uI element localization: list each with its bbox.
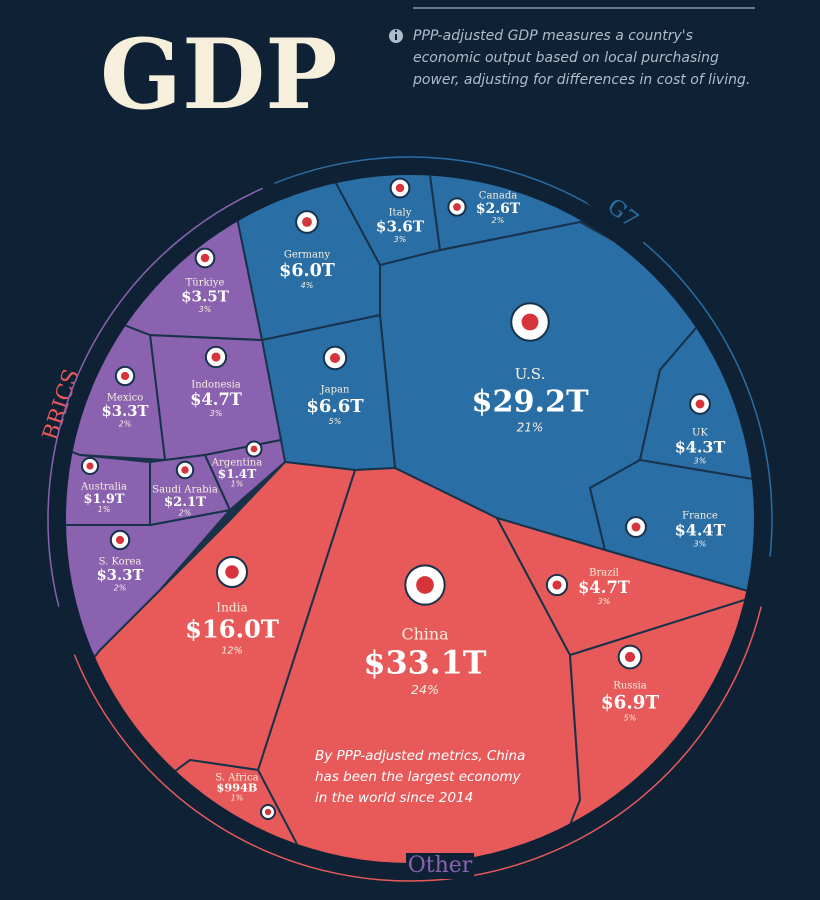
group-label-back (406, 853, 474, 879)
share-label: 3% (694, 456, 707, 465)
country-name: Indonesia (191, 380, 241, 391)
value-label: $3.6T (376, 217, 425, 235)
flag-emblem (521, 313, 539, 331)
value-label: $6.6T (306, 396, 364, 417)
labels: U.S.$29.2T21%Japan$6.6T5%Germany$6.0T4%U… (80, 177, 726, 820)
country-name: UK (692, 428, 708, 439)
value-label: $1.4T (218, 467, 256, 481)
cell (429, 175, 703, 252)
share-label: 4% (301, 281, 314, 290)
flag-emblem (453, 203, 461, 211)
country-name: Australia (80, 482, 127, 493)
flag-emblem (302, 217, 312, 227)
flag-emblem (181, 466, 189, 474)
share-label: 2% (492, 216, 505, 225)
share-label: 2% (179, 509, 192, 518)
value-label: $3.5T (181, 287, 230, 305)
country-name: France (682, 511, 718, 522)
cell (66, 175, 264, 342)
flag-emblem (250, 445, 258, 453)
country-name: Russia (613, 681, 646, 692)
cell (494, 516, 754, 657)
share-label: 3% (210, 409, 223, 418)
value-label: $29.2T (471, 385, 589, 420)
flag-emblem (264, 808, 272, 816)
country-name: Mexico (107, 393, 144, 404)
flag-emblem (395, 183, 405, 193)
annotation-line: By PPP-adjusted metrics, China (315, 748, 525, 764)
note-line: PPP-adjusted GDP measures a country's (413, 28, 693, 44)
share-label: 3% (598, 597, 611, 606)
cell (588, 458, 754, 608)
share-label: 1% (231, 793, 244, 802)
flag-emblem (200, 253, 210, 263)
value-label: $2.6T (476, 201, 521, 217)
chart-title: GDP (100, 18, 337, 131)
note-line: power, adjusting for differences in cost… (412, 72, 750, 88)
flag-emblem (86, 462, 94, 470)
country-name: Argentina (211, 458, 262, 469)
flag-emblem (329, 352, 341, 364)
annotation-line: has been the largest economy (315, 769, 522, 785)
flag-emblem (552, 580, 562, 590)
cell (235, 175, 381, 342)
note-line: economic output based on local purchasin… (413, 50, 719, 66)
share-label: 2% (119, 419, 132, 428)
share-label: 3% (199, 305, 212, 314)
country-name: Italy (389, 208, 412, 219)
value-label: $16.0T (185, 614, 279, 643)
flag-emblem (416, 576, 434, 594)
value-label: $4.7T (190, 390, 242, 409)
group-label-back (587, 182, 657, 246)
country-name: S. Korea (99, 557, 142, 568)
group-arc (47, 187, 264, 607)
share-label: 21% (517, 420, 544, 434)
share-label: 5% (329, 417, 342, 426)
value-label: $1.9T (83, 492, 124, 507)
value-label: $33.1T (364, 645, 487, 682)
country-name: U.S. (515, 365, 546, 383)
value-label: $4.4T (675, 521, 726, 540)
country-name: Saudi Arabia (152, 485, 218, 496)
share-label: 3% (394, 235, 407, 244)
value-label: $6.0T (279, 261, 335, 281)
info-icon (389, 29, 403, 43)
share-label: 1% (98, 505, 111, 514)
flag-emblem (211, 352, 221, 362)
country-name: S. Africa (215, 773, 258, 784)
value-label: $4.7T (578, 578, 630, 597)
country-name: China (401, 625, 448, 644)
value-label: $4.3T (675, 438, 726, 457)
value-label: $2.1T (164, 495, 206, 510)
value-label: $3.3T (101, 403, 148, 420)
country-name: India (216, 601, 247, 615)
share-label: 1% (231, 480, 244, 489)
value-label: $3.3T (96, 567, 143, 584)
country-name: Türkiye (186, 278, 225, 289)
share-label: 3% (694, 540, 707, 549)
share-label: 12% (221, 645, 243, 656)
group-arc (73, 606, 762, 882)
annotation-line: in the world since 2014 (315, 790, 473, 806)
group-label: Other (408, 853, 473, 878)
country-name: Brazil (589, 568, 619, 579)
country-name: Canada (479, 191, 517, 202)
share-label: 2% (114, 583, 127, 592)
flag-emblem (631, 522, 641, 532)
flag-emblem (624, 651, 636, 663)
share-label: 5% (624, 714, 637, 723)
value-label: $6.9T (601, 692, 660, 713)
value-label: $994B (217, 781, 258, 795)
flag-emblem (225, 565, 239, 579)
flag-emblem (695, 399, 705, 409)
flag-emblem (120, 371, 130, 381)
share-label: 24% (411, 682, 439, 697)
country-name: Japan (320, 385, 350, 396)
country-name: Germany (284, 250, 331, 261)
flag-emblem (115, 535, 125, 545)
